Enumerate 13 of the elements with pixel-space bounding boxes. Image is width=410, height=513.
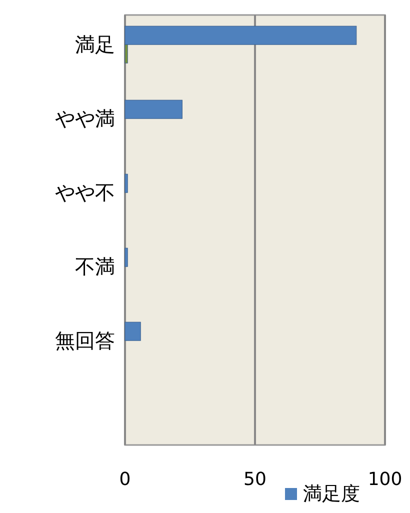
y-tick-label: 満足 <box>75 32 115 57</box>
legend-label: 満足度 <box>303 483 360 505</box>
bar <box>124 248 128 267</box>
x-tick-label: 0 <box>119 469 131 490</box>
y-tick-label: 無回答 <box>55 328 115 353</box>
y-tick-label: 不満 <box>75 254 115 279</box>
bar <box>124 322 141 341</box>
y-tick-label: やや不 <box>55 180 115 205</box>
y-tick-label: やや満 <box>55 106 115 131</box>
bar <box>124 100 182 119</box>
x-tick-label: 50 <box>244 469 266 490</box>
bar <box>124 174 128 193</box>
x-tick-label: 100 <box>368 469 402 490</box>
